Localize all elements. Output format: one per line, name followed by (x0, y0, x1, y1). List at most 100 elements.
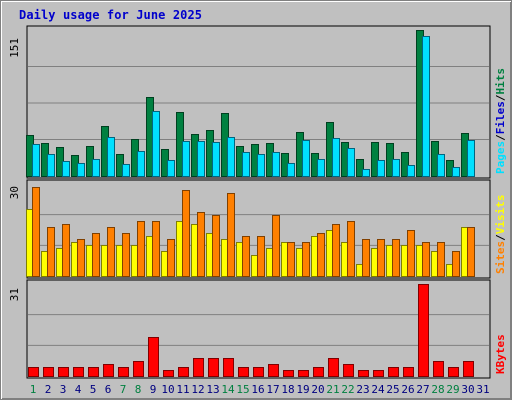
x-tick-label: 9 (150, 383, 157, 396)
kbytes-bar (73, 367, 84, 377)
kbytes-bar (433, 361, 444, 377)
files-bar (422, 36, 430, 177)
x-tick-label: 10 (161, 383, 174, 396)
kbytes-bar (463, 361, 474, 377)
x-tick-label: 4 (75, 383, 82, 396)
x-tick-label: 12 (191, 383, 204, 396)
series-legend: Sites/Visits (494, 195, 507, 275)
kbytes-bar (118, 367, 129, 377)
legend-hits: Hits (494, 68, 507, 95)
chart-title: Daily usage for June 2025 (19, 8, 203, 22)
sites-bar (362, 239, 370, 277)
x-tick-label: 19 (296, 383, 309, 396)
kbytes-bar (283, 370, 294, 377)
kbytes-bar (103, 364, 114, 377)
sites-bar (137, 221, 145, 277)
sites-bar (47, 227, 55, 277)
files-bar (302, 140, 310, 177)
sites-bar (467, 227, 475, 277)
x-tick-label: 27 (416, 383, 429, 396)
series-legend: KBytes (494, 334, 507, 374)
x-tick-label: 20 (311, 383, 324, 396)
x-tick-label: 14 (221, 383, 235, 396)
legend-pages: Pages (494, 141, 507, 174)
kbytes-bar (43, 367, 54, 377)
sites-bar (32, 187, 40, 277)
kbytes-bar (328, 358, 339, 377)
x-tick-label: 25 (386, 383, 399, 396)
files-bar (452, 167, 460, 177)
sites-bar (92, 233, 100, 277)
files-bar (257, 154, 265, 177)
sites-bar (422, 242, 430, 277)
x-tick-label: 6 (105, 383, 112, 396)
x-tick-label: 26 (401, 383, 414, 396)
x-tick-label: 28 (431, 383, 444, 396)
x-tick-label: 21 (326, 383, 339, 396)
files-bar (317, 159, 325, 177)
files-bar (92, 159, 100, 177)
legend-separator: / (494, 234, 507, 241)
sites-bar (212, 215, 220, 277)
x-tick-label: 31 (476, 383, 489, 396)
hits-bar (371, 142, 379, 177)
files-bar (287, 163, 295, 177)
files-bar (242, 152, 250, 177)
sites-bar (227, 193, 235, 277)
legend-files: Files (494, 101, 507, 134)
files-bar (347, 148, 355, 177)
files-bar (467, 140, 475, 177)
x-tick-label: 22 (341, 383, 354, 396)
kbytes-bar (178, 367, 189, 377)
sites-bar (377, 239, 385, 277)
sites-bar (197, 212, 205, 277)
kbytes-bar (388, 367, 399, 377)
kbytes-bar (58, 367, 69, 377)
sites-bar (77, 239, 85, 277)
x-tick-label: 17 (266, 383, 279, 396)
series-legend: Pages/Files/Hits (494, 68, 507, 174)
files-bar (62, 161, 70, 177)
x-tick-label: 23 (356, 383, 369, 396)
x-tick-label: 16 (251, 383, 264, 396)
x-tick-label: 5 (90, 383, 97, 396)
files-bar (152, 111, 160, 177)
files-bar (362, 169, 370, 177)
kbytes-bar (448, 367, 459, 377)
x-tick-label: 15 (236, 383, 249, 396)
files-bar (227, 137, 235, 177)
legend-visits: Visits (494, 195, 507, 235)
x-tick-label: 18 (281, 383, 294, 396)
files-bar (392, 159, 400, 177)
y-max-label: 31 (8, 288, 21, 301)
kbytes-bar (163, 370, 174, 377)
sites-bar (317, 233, 325, 277)
sites-bar (347, 221, 355, 277)
sites-bar (332, 224, 340, 277)
sites-bar (302, 242, 310, 277)
kbytes-bar (88, 367, 99, 377)
kbytes-bar (148, 337, 159, 377)
files-bar (197, 141, 205, 177)
sites-bar (437, 242, 445, 277)
kbytes-bar (343, 364, 354, 377)
kbytes-bar (268, 364, 279, 377)
files-bar (77, 163, 85, 177)
kbytes-bar (358, 370, 369, 377)
x-tick-label: 8 (135, 383, 142, 396)
sites-bar (257, 236, 265, 277)
kbytes-bar (373, 370, 384, 377)
kbytes-bar (298, 370, 309, 377)
kbytes-bar (133, 361, 144, 377)
y-max-label: 30 (8, 186, 21, 199)
panel-border (26, 279, 491, 379)
sites-bar (182, 190, 190, 277)
x-tick-label: 11 (176, 383, 189, 396)
sites-bar (107, 227, 115, 277)
files-bar (437, 154, 445, 177)
files-bar (122, 164, 130, 177)
files-bar (212, 142, 220, 177)
sites-bar (287, 242, 295, 277)
kbytes-bar (193, 358, 204, 377)
